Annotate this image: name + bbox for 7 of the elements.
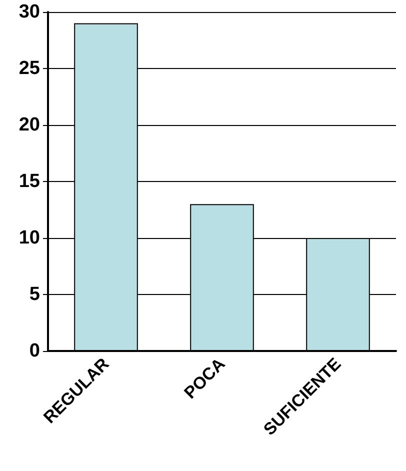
y-tick-label: 30 bbox=[18, 2, 40, 22]
y-tick-label: 5 bbox=[29, 284, 40, 305]
y-tick-label: 20 bbox=[18, 114, 40, 136]
y-tick-label: 25 bbox=[18, 58, 40, 79]
y-tick-label: 10 bbox=[18, 228, 40, 248]
y-tick-label: 0 bbox=[29, 340, 40, 362]
y-tick-label: 15 bbox=[18, 171, 40, 192]
